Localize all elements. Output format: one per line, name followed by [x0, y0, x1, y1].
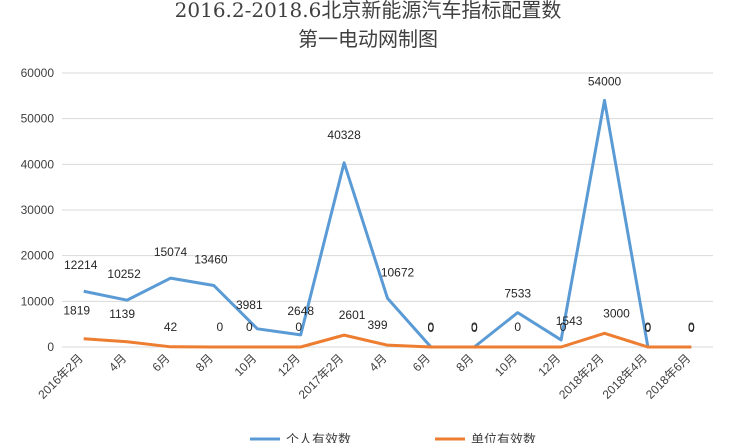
- x-tick-label: 6月: [410, 351, 433, 374]
- data-label: 1543: [556, 314, 583, 328]
- y-tick-label: 40000: [21, 157, 55, 171]
- data-label: 3000: [603, 306, 630, 320]
- data-label: 0: [514, 320, 521, 334]
- x-tick-label: 12月: [275, 351, 303, 379]
- y-tick-label: 30000: [21, 203, 55, 217]
- y-tick-label: 0: [47, 340, 54, 354]
- data-label: 10252: [107, 267, 141, 281]
- y-tick-label: 60000: [21, 66, 55, 80]
- data-label: 40328: [327, 128, 361, 142]
- x-tick-label: 2018年2月: [556, 351, 606, 401]
- chart-title-line2: 第一电动网制图: [298, 27, 438, 51]
- data-label: 0: [645, 321, 652, 335]
- x-tick-label: 6月: [150, 351, 173, 374]
- x-tick-label: 2017年2月: [296, 351, 346, 401]
- legend: 个人有效数 单位有效数: [250, 433, 536, 443]
- x-tick-label: 12月: [535, 351, 563, 379]
- data-label: 0: [471, 320, 478, 334]
- data-label: 3981: [236, 298, 263, 312]
- data-label: 0: [246, 320, 253, 334]
- y-tick-label: 50000: [21, 112, 55, 126]
- data-label: 0: [645, 320, 652, 334]
- x-tick-label: 8月: [453, 351, 476, 374]
- y-tick-label: 10000: [21, 294, 55, 308]
- x-tick-label: 10月: [232, 351, 260, 379]
- data-label: 1139: [109, 307, 135, 321]
- data-label: 15074: [154, 245, 188, 259]
- series-line: [83, 331, 692, 349]
- data-label: 399: [367, 318, 387, 332]
- x-tick-label: 4月: [106, 351, 129, 374]
- data-label: 54000: [588, 74, 622, 88]
- data-label: 12214: [64, 258, 98, 272]
- data-label: 13460: [194, 253, 228, 267]
- x-tick-label: 2018年6月: [643, 351, 693, 401]
- data-label: 7533: [504, 287, 531, 301]
- chart-title-line1: 2016.2-2018.6北京新能源汽车指标配置数: [175, 0, 562, 22]
- x-tick-label: 8月: [193, 351, 216, 374]
- legend-label: 单位有效数: [471, 433, 536, 443]
- y-axis-ticks: 0 10000 20000 30000 40000 50000 60000: [21, 66, 55, 354]
- data-label: 0: [688, 321, 695, 335]
- data-labels: 12214 10252 15074 13460 3981 2648 40328 10672 0 0…: [63, 74, 695, 335]
- x-tick-label: 2016年2月: [35, 351, 85, 401]
- x-tick-label: 2018年4月: [600, 351, 650, 401]
- x-tick-label: 4月: [367, 351, 390, 374]
- data-label: 2648: [287, 304, 314, 318]
- data-label: 42: [164, 320, 178, 334]
- series-lines: [83, 98, 692, 349]
- data-label: 0: [688, 320, 695, 334]
- data-label: 2601: [339, 308, 366, 322]
- x-tick-label: 10月: [492, 351, 520, 379]
- data-label: 0: [471, 321, 478, 335]
- data-label: 10672: [381, 265, 415, 279]
- data-label: 0: [428, 320, 435, 334]
- data-label: 1819: [63, 304, 90, 318]
- gridlines: [62, 72, 713, 348]
- series-line: [83, 98, 692, 349]
- data-label: 0: [428, 321, 435, 335]
- legend-label: 个人有效数: [286, 433, 351, 443]
- y-tick-label: 20000: [21, 249, 55, 263]
- data-label: 0: [295, 320, 302, 334]
- data-label: 0: [560, 320, 567, 334]
- data-label: 0: [217, 320, 224, 334]
